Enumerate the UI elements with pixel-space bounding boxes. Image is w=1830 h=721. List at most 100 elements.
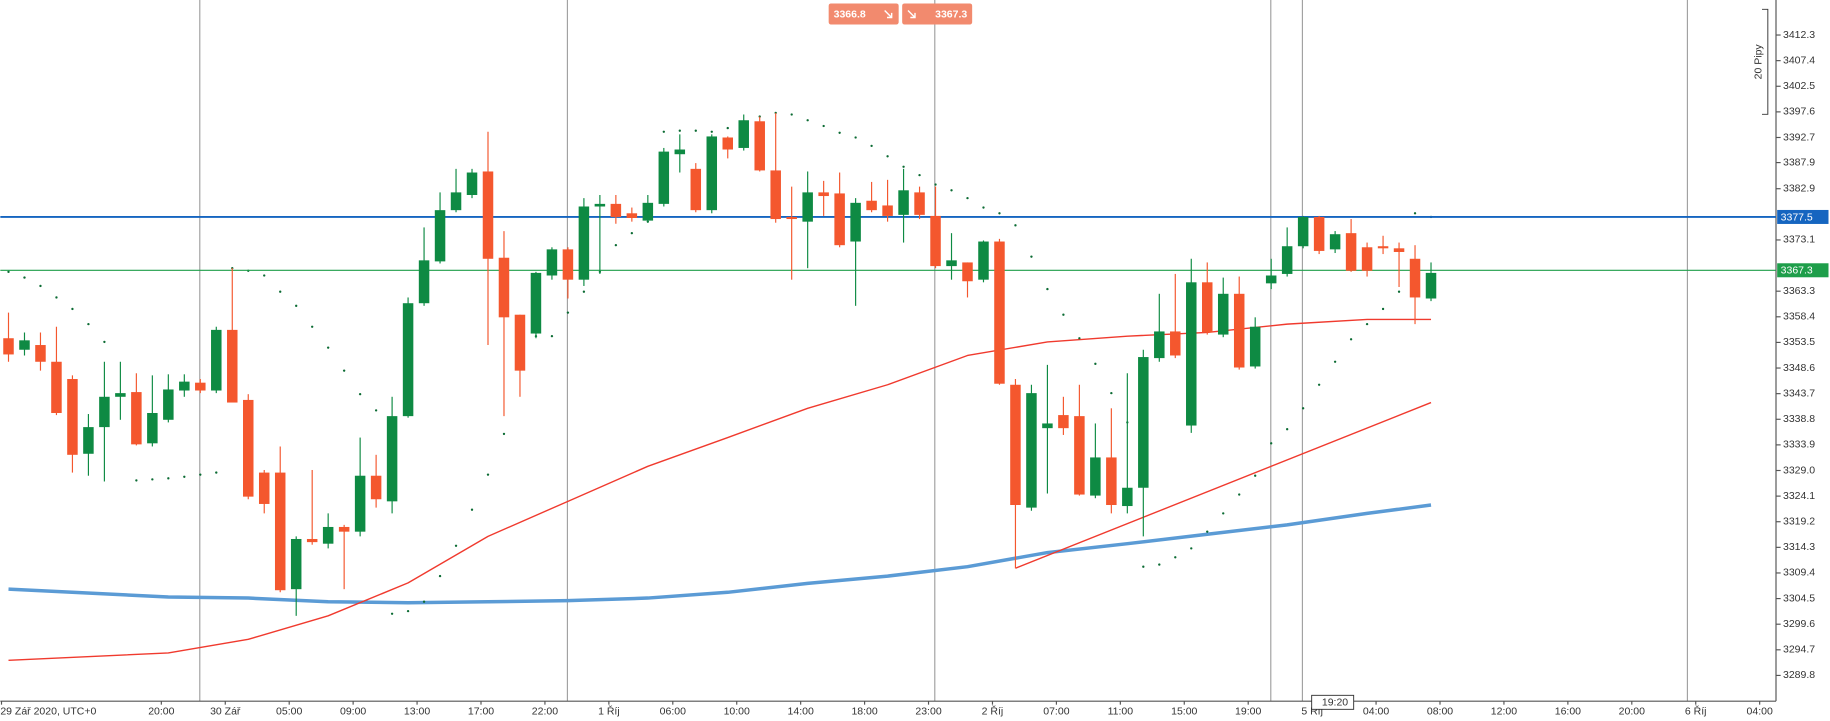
candle-body [243, 399, 254, 497]
candle-body [1281, 246, 1293, 274]
x-tick-label: 04:00 [1747, 705, 1773, 717]
candle-body [1090, 457, 1101, 496]
x-tick-label: 13:00 [404, 705, 430, 717]
candle-body [1409, 258, 1421, 298]
sar-dot [167, 477, 170, 480]
sar-dot [1062, 313, 1065, 316]
pip-scale-label: 20 Pipy [1752, 44, 1764, 80]
y-tick-label: 3353.5 [1783, 336, 1815, 348]
y-tick-label: 3343.7 [1783, 387, 1815, 399]
sar-dot [950, 189, 953, 192]
y-tick-label: 3348.6 [1783, 362, 1815, 374]
candle-body [354, 475, 366, 532]
candle-body [658, 151, 670, 204]
x-tick-label: 17:00 [468, 705, 494, 717]
candle-body [99, 396, 110, 428]
y-tick-label: 3407.4 [1783, 54, 1815, 66]
candle-body [1233, 293, 1245, 368]
candle-body [322, 526, 334, 544]
sar-dot [918, 173, 921, 177]
candle-body [802, 192, 813, 222]
x-tick-label: 1 Říj [598, 704, 620, 717]
sar-dot [1333, 360, 1337, 363]
candle-body [1042, 423, 1053, 429]
crosshair-time-box [1311, 694, 1355, 710]
x-tick-label: 08:00 [1427, 705, 1453, 717]
candle-body [83, 427, 94, 454]
candle-body [738, 120, 749, 148]
candle-body [51, 361, 62, 413]
y-tick-label: 3412.3 [1783, 29, 1815, 41]
sar-dot [7, 270, 10, 274]
sar-dot [1286, 428, 1289, 431]
buy-button[interactable] [902, 3, 973, 25]
sar-dot [662, 130, 665, 133]
x-tick-label: 12:00 [1491, 705, 1517, 717]
sar-dot [390, 612, 394, 615]
candle-body [834, 193, 845, 246]
candle-body [706, 136, 718, 211]
candle-body [179, 381, 190, 391]
candle-body [1249, 326, 1261, 367]
x-tick-label: 20:00 [148, 705, 174, 717]
sar-dot [694, 129, 697, 132]
pip-bracket [1762, 8, 1769, 115]
crosshair-time: 19:20 [1311, 694, 1355, 710]
sar-dot [215, 471, 218, 474]
sar-dot [103, 340, 106, 344]
sar-dot [710, 130, 713, 133]
sar-dot [502, 432, 506, 436]
sar-dot [854, 136, 857, 139]
candle-body [402, 303, 414, 417]
y-tick-label: 3289.8 [1783, 669, 1815, 681]
sar-dot [822, 124, 825, 128]
x-tick-label: 6 Říj [1685, 704, 1707, 717]
x-tick-label: 20:00 [1619, 705, 1645, 717]
sar-dot [1014, 224, 1017, 227]
candle-body [195, 382, 206, 391]
sar-dot [374, 409, 378, 412]
x-tick-label: 16:00 [1555, 705, 1581, 717]
candle-body [530, 272, 542, 334]
candle-body [131, 392, 142, 445]
candle-body [866, 200, 877, 211]
sar-dot [23, 276, 26, 279]
candle-body [722, 137, 733, 150]
y-tick-label: 3392.7 [1783, 131, 1815, 143]
y-tick-label: 3363.3 [1783, 285, 1815, 297]
candle-body [1425, 272, 1437, 299]
candle-body [115, 393, 126, 397]
candle-body [1393, 248, 1405, 252]
x-tick-label: 10:00 [724, 705, 750, 717]
y-tick-label: 3294.7 [1783, 644, 1815, 656]
sar-dot [726, 126, 729, 130]
sell-button[interactable] [828, 3, 899, 25]
sar-dot [630, 231, 634, 235]
sar-dot [422, 600, 426, 603]
sar-dot [998, 212, 1001, 215]
candle-body [914, 192, 925, 215]
candle-body [1202, 282, 1213, 333]
sar-dot [135, 479, 138, 482]
candle-body [546, 249, 558, 276]
x-tick-label: 05:00 [276, 705, 302, 717]
candle-body [338, 526, 350, 532]
sar-dot [279, 290, 282, 293]
sar-dot [87, 322, 90, 326]
candle-body [306, 538, 318, 543]
sar-dot [1381, 307, 1385, 311]
candle-body [690, 168, 702, 211]
candle-body [562, 249, 574, 280]
y-tick-label: 3333.9 [1783, 439, 1815, 451]
sar-dot [406, 609, 410, 613]
candle-body [147, 412, 158, 444]
candle-body [163, 389, 174, 420]
buy-price: 3367.3 [935, 8, 967, 20]
sar-dot [1046, 287, 1049, 291]
candle-body [770, 170, 781, 220]
y-tick-label: 3299.6 [1783, 618, 1815, 630]
sar-dot [71, 307, 74, 311]
candle-body [1026, 393, 1037, 508]
x-tick-label: 19:00 [1235, 705, 1261, 717]
sar-dot [1206, 530, 1209, 533]
